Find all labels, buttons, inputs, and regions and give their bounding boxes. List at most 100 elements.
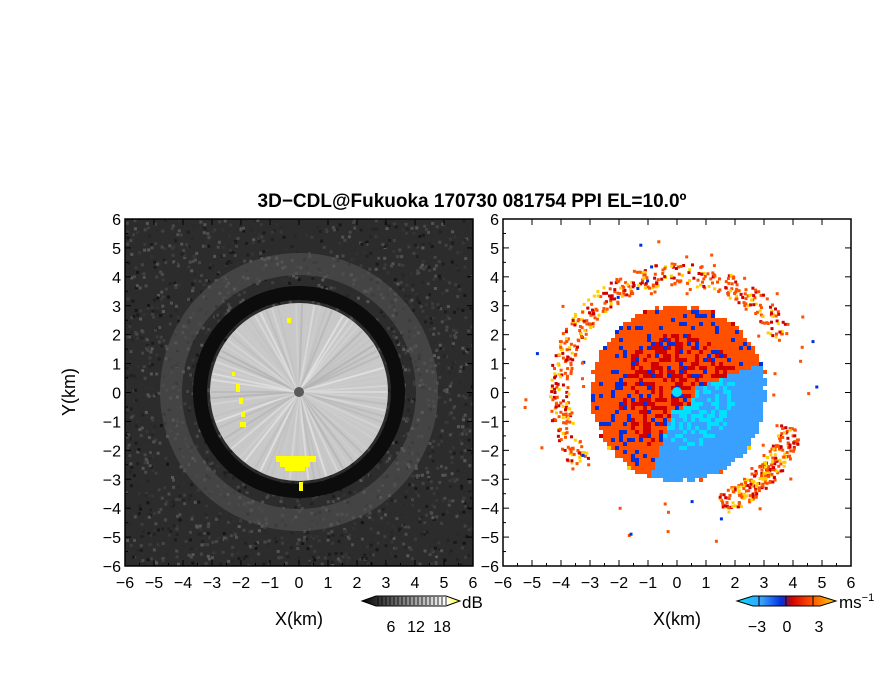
reflectivity-noise-pixel [434, 562, 438, 565]
velocity-pixel [683, 374, 687, 378]
velocity-pixel [747, 350, 751, 354]
velocity-pixel [711, 438, 715, 442]
reflectivity-noise-pixel [211, 230, 215, 234]
velocity-ring-pixel [721, 500, 725, 504]
velocity-pixel [627, 462, 631, 466]
velocity-pixel [731, 442, 735, 446]
reflectivity-noise-pixel [214, 540, 218, 543]
reflectivity-ray [265, 310, 300, 393]
reflectivity-noise-pixel [440, 429, 444, 433]
reflectivity-noise-pixel [126, 539, 129, 542]
velocity-pixel [691, 434, 695, 438]
velocity-pixel [627, 414, 631, 418]
velocity-pixel [627, 402, 631, 406]
velocity-pixel [691, 418, 695, 422]
reflectivity-noise-pixel [460, 442, 464, 446]
velocity-pixel [611, 362, 615, 366]
reflectivity-noise-pixel [468, 500, 471, 504]
reflectivity-noise-pixel [153, 260, 157, 264]
reflectivity-noise-pixel [137, 448, 141, 452]
velocity-ring-pixel [559, 438, 563, 442]
velocity-ring-pixel [778, 458, 782, 462]
velocity-pixel [603, 410, 607, 414]
reflectivity-noise-pixel [406, 554, 410, 558]
velocity-pixel [655, 458, 659, 462]
reflectivity-noise-pixel [445, 328, 449, 332]
velocity-pixel [743, 394, 747, 398]
reflectivity-noise-pixel [152, 532, 156, 536]
velocity-pixel [663, 418, 667, 422]
velocity-ring-pixel [755, 482, 759, 486]
velocity-pixel [671, 470, 675, 474]
reflectivity-noise-pixel [223, 338, 227, 342]
reflectivity-noise-pixel [223, 474, 227, 478]
reflectivity-noise-pixel [388, 457, 391, 461]
velocity-pixel [595, 398, 599, 402]
reflectivity-noise-pixel [407, 245, 411, 249]
reflectivity-noise-pixel [206, 232, 210, 236]
reflectivity-noise-pixel [430, 548, 434, 552]
reflectivity-noise-pixel [156, 262, 159, 266]
velocity-ring-pixel [775, 319, 779, 323]
velocity-pixel [611, 350, 615, 354]
velocity-pixel [607, 382, 611, 386]
reflectivity-noise-pixel [195, 524, 199, 528]
reflectivity-noise-pixel [175, 524, 179, 528]
velocity-pixel [715, 398, 719, 402]
reflectivity-noise-pixel [467, 554, 471, 558]
velocity-pixel [639, 350, 643, 354]
velocity-pixel [663, 318, 667, 322]
velocity-pixel [643, 362, 647, 366]
velocity-pixel [739, 410, 743, 414]
velocity-pixel [631, 406, 635, 410]
reflectivity-noise-pixel [165, 500, 169, 504]
reflectivity-noise-pixel [229, 250, 233, 254]
velocity-pixel [663, 394, 667, 398]
velocity-pixel [731, 322, 735, 326]
reflectivity-noise-pixel [157, 357, 161, 361]
velocity-pixel [647, 390, 651, 394]
reflectivity-noise-pixel [459, 563, 463, 566]
reflectivity-noise-pixel [469, 306, 473, 310]
reflectivity-noise-pixel [433, 505, 437, 509]
reflectivity-noise-pixel [462, 482, 466, 486]
velocity-ring-pixel [759, 313, 763, 317]
velocity-ring-pixel [570, 435, 573, 439]
velocity-pixel [627, 430, 631, 434]
velocity-pixel [691, 334, 695, 338]
velocity-pixel [631, 318, 635, 322]
velocity-ring-pixel [745, 478, 749, 482]
velocity-pixel [635, 350, 639, 354]
velocity-pixel [715, 362, 719, 366]
velocity-pixel [691, 458, 695, 462]
reflectivity-ray [294, 304, 300, 393]
reflectivity-noise-pixel [223, 471, 227, 475]
reflectivity-noise-pixel [207, 244, 211, 248]
reflectivity-noise-pixel [432, 277, 436, 281]
velocity-pixel [591, 402, 595, 406]
velocity-pixel [651, 438, 655, 442]
velocity-pixel [619, 386, 623, 390]
velocity-pixel [671, 406, 675, 410]
velocity-pixel [667, 306, 671, 310]
velocity-pixel [687, 342, 691, 346]
velocity-pixel [707, 318, 711, 322]
reflectivity-noise-pixel [229, 223, 233, 227]
velocity-pixel [631, 366, 635, 370]
reflectivity-noise-pixel [392, 239, 396, 242]
velocity-ring-pixel [568, 346, 572, 350]
velocity-pixel [695, 306, 699, 310]
velocity-pixel [659, 386, 663, 390]
velocity-ring-pixel [578, 325, 582, 328]
velocity-ring-pixel [596, 290, 600, 293]
velocity-pixel [723, 318, 727, 322]
reflectivity-noise-pixel [129, 484, 133, 488]
reflectivity-noise-pixel [314, 224, 317, 228]
velocity-pixel [635, 406, 639, 410]
velocity-pixel [595, 414, 599, 418]
velocity-pixel [647, 362, 651, 366]
reflectivity-noise-pixel [348, 533, 352, 537]
velocity-pixel [687, 474, 691, 478]
velocity-pixel [599, 426, 603, 430]
velocity-pixel [699, 354, 703, 358]
